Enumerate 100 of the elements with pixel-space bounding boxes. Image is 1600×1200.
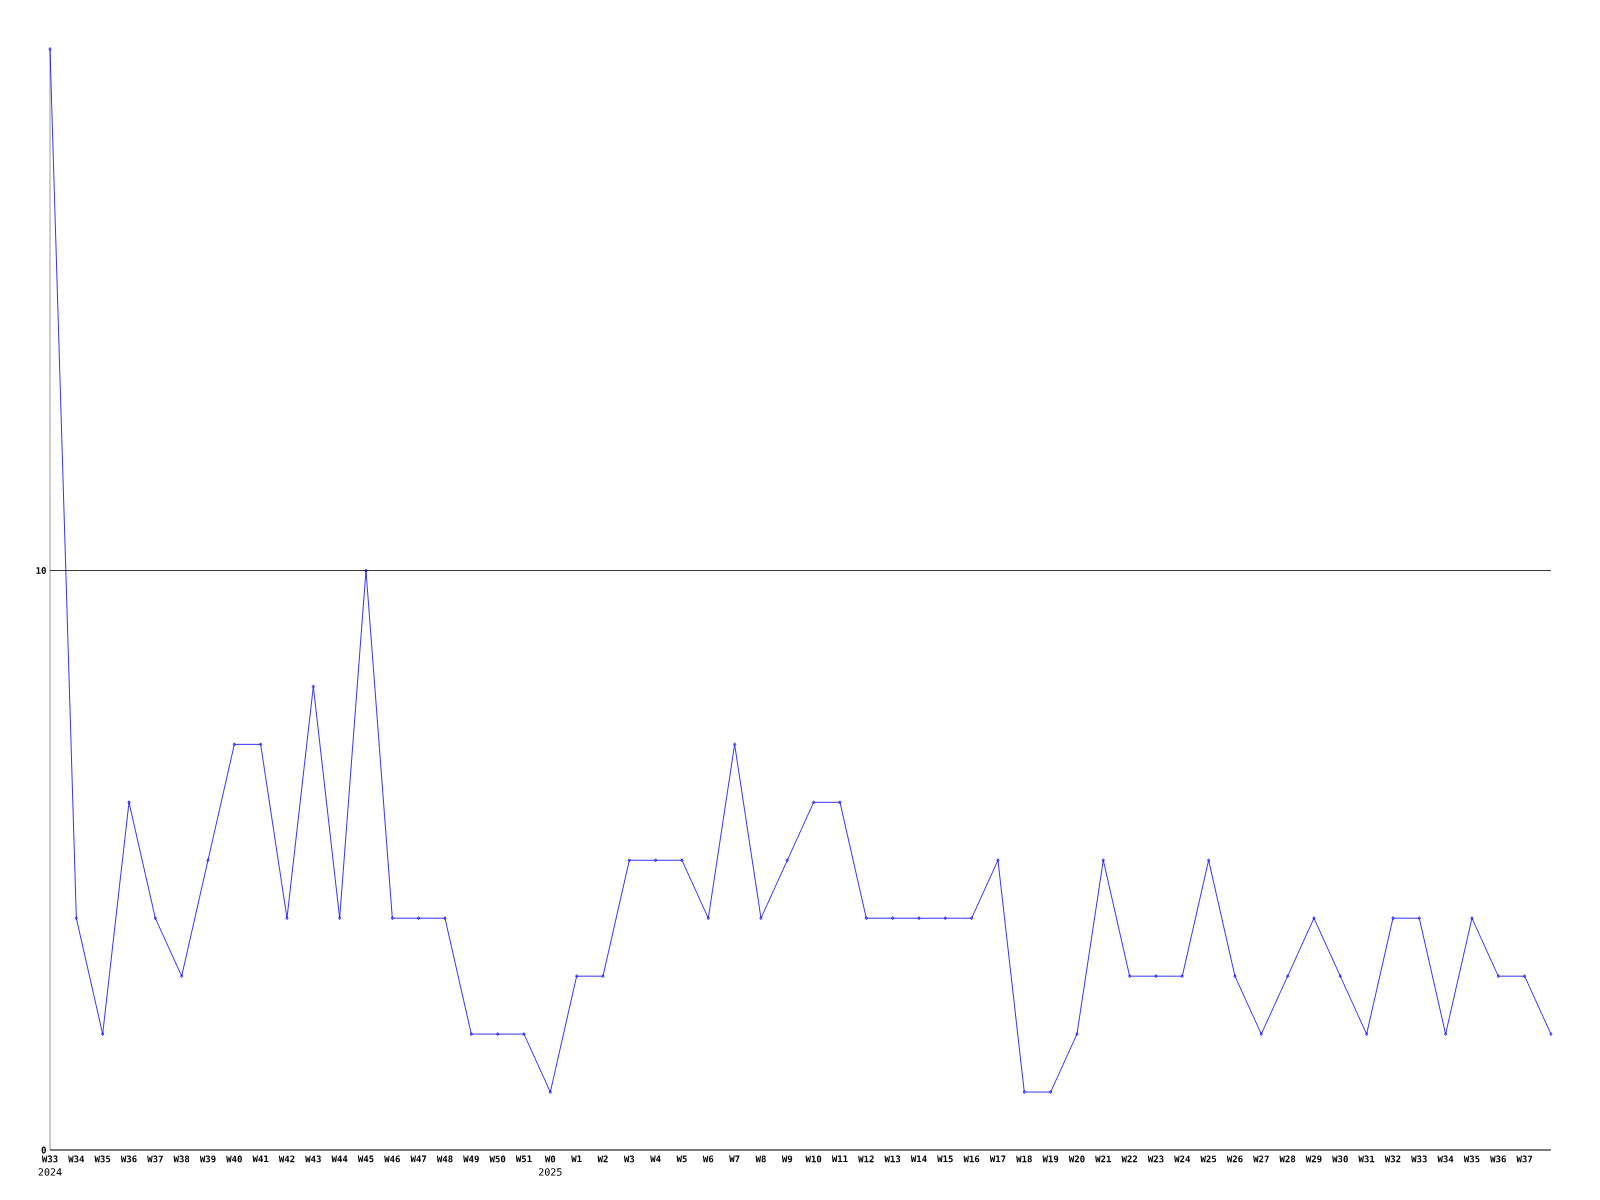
x-tick-label: W7 [729,1155,740,1163]
point [943,916,947,921]
point [654,858,658,863]
x-tick-label: W17 [989,1155,1006,1163]
x-tick-label: W37 [1516,1155,1533,1163]
point [364,568,368,573]
point [1049,1090,1053,1094]
point [1154,974,1158,979]
point [1075,1032,1079,1036]
x-tick-label: W9 [781,1155,793,1163]
x-tick-label: W43 [305,1155,321,1163]
point [469,1032,473,1036]
point [548,1090,552,1094]
point [1312,916,1316,921]
point [1101,858,1105,863]
point [812,800,816,805]
x-tick-label: W23 [1147,1155,1164,1163]
point [706,916,710,921]
x-tick-label: W36 [1490,1155,1506,1163]
x-tick-label: W33 [1411,1155,1427,1163]
x-tick-label: W45 [357,1155,374,1163]
y-tick-label: 10 [36,567,46,574]
x-tick-label: W27 [1253,1155,1269,1163]
point [496,1032,500,1036]
point [1417,916,1421,921]
x-tick-label: W42 [278,1155,295,1163]
x-tick-label: W36 [120,1155,137,1163]
point [891,916,895,921]
point [285,916,289,921]
x-tick-label: W20 [1068,1155,1085,1163]
text: 2024 [38,1168,62,1176]
point [74,916,78,921]
x-tick-label: W14 [910,1155,927,1163]
x-tick-label: W1 [571,1155,582,1163]
x-tick-label: W24 [1174,1155,1191,1163]
x-tick-label: W28 [1279,1155,1296,1163]
point [575,974,579,979]
x-tick-label: W12 [858,1155,874,1163]
x-tick-label: W15 [937,1155,953,1163]
point [1259,1032,1263,1036]
point [1470,916,1474,921]
point [1180,974,1184,979]
point [180,974,184,979]
point [917,916,921,921]
point [232,742,236,747]
x-tick-label: W8 [755,1155,766,1163]
x-tick-label: W32 [1384,1155,1401,1163]
point [1338,974,1342,979]
x-tick-label: W35 [1463,1155,1480,1163]
point [970,916,974,921]
x-tick-label: W44 [331,1155,348,1163]
x-tick-label: W6 [702,1155,714,1163]
x-tick-label: W2 [597,1155,608,1163]
point [417,916,421,921]
x-tick-label: W30 [1332,1155,1348,1163]
x-tick-label: W41 [252,1155,269,1163]
point [153,916,157,921]
point [785,858,789,863]
point [1365,1032,1369,1036]
x-tick-label: W37 [147,1155,163,1163]
x-tick-label: W46 [384,1155,400,1163]
point [1207,858,1211,863]
point [733,742,737,747]
x-tick-label: W4 [650,1155,661,1163]
x-tick-label: W48 [436,1155,453,1163]
point [522,1032,526,1036]
point [680,858,684,863]
x-tick-label: W25 [1200,1155,1217,1163]
x-tick-label: W22 [1121,1155,1138,1163]
point [1496,974,1500,979]
x-tick-label: W18 [1016,1155,1032,1163]
x-tick-label: W31 [1358,1155,1375,1163]
x-tick-label: W39 [199,1155,216,1163]
text: 2025 [539,1168,562,1176]
point [996,858,1000,863]
x-tick-label: W40 [226,1155,242,1163]
point [1444,1032,1448,1036]
point [1523,974,1527,979]
x-tick-label: W3 [623,1155,635,1163]
point [1233,974,1237,979]
point [627,858,631,863]
point [127,800,131,805]
point [601,974,605,979]
point [311,684,315,689]
x-tick-label: W35 [94,1155,111,1163]
x-tick-label: W0 [544,1155,556,1163]
point [390,916,394,921]
y-tick-label: 0 [41,1146,46,1154]
x-tick-label: W5 [676,1155,687,1163]
x-tick-label: W38 [173,1155,190,1163]
x-tick-label: W26 [1226,1155,1243,1163]
x-tick-label: W29 [1305,1155,1322,1163]
x-tick-label: W21 [1095,1155,1111,1163]
x-tick-label: W19 [1042,1155,1059,1163]
x-tick-label: W34 [68,1155,85,1163]
x-tick-label: W13 [884,1155,901,1163]
point [1391,916,1395,921]
point [338,916,342,921]
point [838,800,842,805]
x-tick-label: W11 [831,1155,848,1163]
